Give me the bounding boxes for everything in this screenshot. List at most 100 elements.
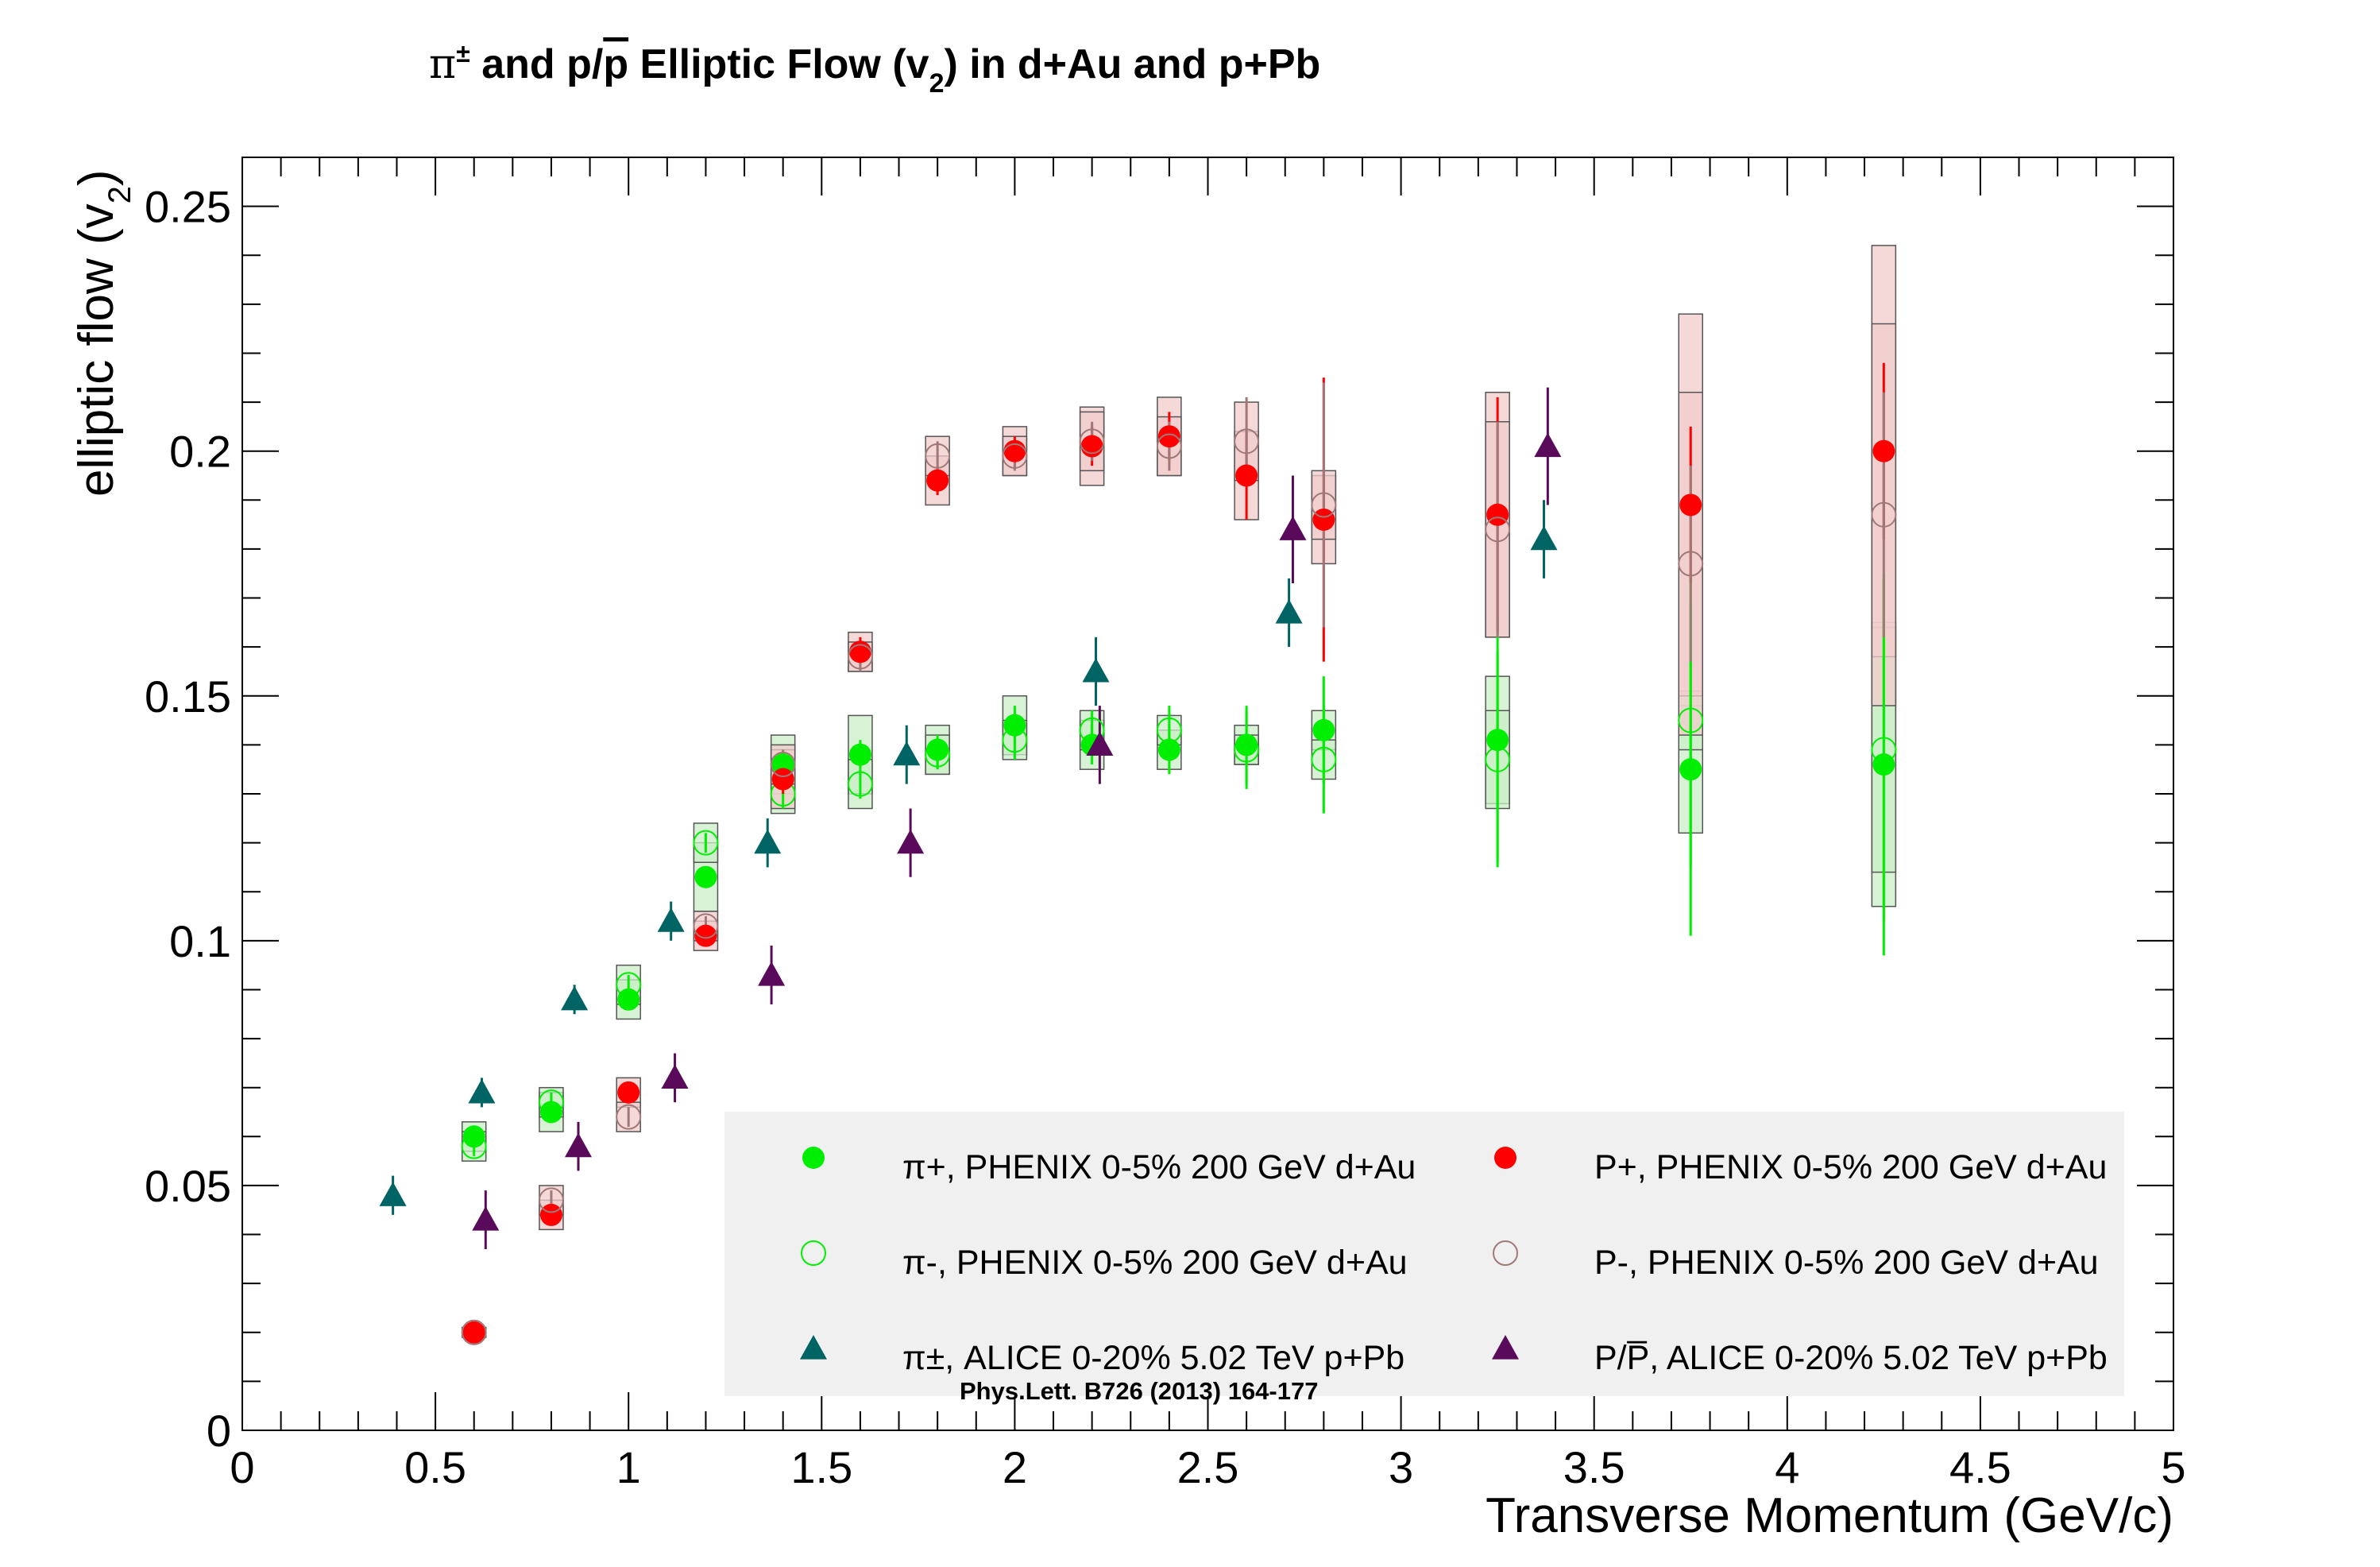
point-s3 xyxy=(539,1203,562,1226)
point-s3 xyxy=(1872,439,1895,462)
x-axis-label: Transverse Momentum (GeV/c) xyxy=(1486,1488,2173,1543)
legend-entry: P/P̅, ALICE 0-20% 5.02 TeV p+Pb xyxy=(1492,1335,2108,1377)
legend-label: P/P̅, ALICE 0-20% 5.02 TeV p+Pb xyxy=(1594,1339,2108,1377)
point-s4 xyxy=(925,443,951,469)
point-s3 xyxy=(462,1321,485,1344)
point-s2 xyxy=(754,829,782,854)
title-part1: and p/ xyxy=(470,41,604,87)
y-tick-label: 0.1 xyxy=(169,916,231,966)
ylabel-close: ) xyxy=(69,169,124,186)
x-tick-label: 2 xyxy=(1003,1442,1027,1492)
point-s1 xyxy=(693,830,719,856)
point-s1 xyxy=(1234,737,1260,763)
point-s5 xyxy=(472,1206,500,1231)
point-s4 xyxy=(1002,443,1028,469)
point-s3 xyxy=(1235,464,1258,487)
point-s4 xyxy=(1079,428,1105,455)
legend-entry: π±, ALICE 0-20% 5.02 TeV p+Pb xyxy=(800,1335,1404,1377)
x-tick-label: 0.5 xyxy=(404,1442,466,1492)
point-s3 xyxy=(694,924,717,947)
x-tick-label: 2.5 xyxy=(1177,1442,1239,1492)
title-part2: Elliptic Flow (v xyxy=(628,41,929,87)
y-tick-label: 0.2 xyxy=(169,427,231,477)
point-s5 xyxy=(661,1064,689,1089)
legend-entry: π+, PHENIX 0-5% 200 GeV d+Au xyxy=(802,1147,1416,1186)
point-s4 xyxy=(847,644,873,670)
legend-marker xyxy=(800,1335,827,1360)
point-s4 xyxy=(1234,428,1260,455)
ylabel-main: elliptic flow (v xyxy=(69,203,124,497)
legend-entry: P-, PHENIX 0-5% 200 GeV d+Au xyxy=(1493,1240,2099,1282)
point-s3 xyxy=(771,768,794,791)
point-s4 xyxy=(1871,501,1897,528)
point-s4 xyxy=(538,1187,564,1213)
legend-box xyxy=(724,1112,2124,1396)
legend-label: π±, ALICE 0-20% 5.02 TeV p+Pb xyxy=(902,1339,1404,1377)
point-s3 xyxy=(1679,493,1702,517)
point-s4 xyxy=(1156,433,1182,459)
point-s3 xyxy=(1486,503,1509,526)
point-s2 xyxy=(657,907,685,932)
point-s1 xyxy=(1002,727,1028,753)
x-tick-label: 5 xyxy=(2161,1442,2185,1492)
point-s2 xyxy=(561,985,589,1011)
legend: π+, PHENIX 0-5% 200 GeV d+Au π-, PHENIX 0… xyxy=(724,1112,2124,1405)
point-s4 xyxy=(1678,551,1704,577)
point-s3 xyxy=(617,1081,640,1104)
point-s5 xyxy=(564,1132,592,1158)
legend-label: P-, PHENIX 0-5% 200 GeV d+Au xyxy=(1594,1244,2099,1282)
point-s1 xyxy=(461,1133,487,1159)
title-sub: 2 xyxy=(929,68,945,99)
y-tick-label: 0.15 xyxy=(145,671,231,722)
legend-entry: P+, PHENIX 0-5% 200 GeV d+Au xyxy=(1494,1147,2107,1186)
legend-marker xyxy=(802,1147,825,1169)
point-s2 xyxy=(379,1182,407,1206)
x-tick-label: 4.5 xyxy=(1949,1442,2011,1492)
point-s1 xyxy=(616,972,642,998)
legend-entry: π-, PHENIX 0-5% 200 GeV d+Au xyxy=(801,1240,1408,1282)
legend-label: π+, PHENIX 0-5% 200 GeV d+Au xyxy=(902,1148,1416,1186)
point-s3 xyxy=(1312,508,1335,531)
x-tick-label: 3 xyxy=(1389,1442,1413,1492)
point-s0 xyxy=(694,865,717,888)
point-s3 xyxy=(1157,425,1180,448)
legend-marker xyxy=(1493,1240,1518,1266)
x-tick-label: 0 xyxy=(230,1442,254,1492)
point-s4 xyxy=(693,913,719,939)
point-s1 xyxy=(1311,746,1337,772)
title-pi: π xyxy=(429,41,456,88)
point-s1 xyxy=(1485,746,1511,772)
legend-marker xyxy=(1492,1335,1519,1360)
legend-label: P+, PHENIX 0-5% 200 GeV d+Au xyxy=(1594,1148,2107,1186)
data-markers xyxy=(379,425,1897,1345)
point-s1 xyxy=(1678,707,1704,733)
point-s5 xyxy=(758,961,786,986)
point-s0 xyxy=(848,743,871,766)
y-axis-label: elliptic flow (v2) xyxy=(69,169,137,497)
tick-labels: 0 0.5 1 1.5 2 2.5 3 3.5 4 4.5 5 0 0.05 0.1 0.15 0.2 0.25 xyxy=(145,182,2186,1492)
point-s5 xyxy=(1086,731,1114,756)
x-tick-label: 1.5 xyxy=(790,1442,852,1492)
point-s2 xyxy=(893,741,921,766)
x-tick-label: 3.5 xyxy=(1563,1442,1625,1492)
point-s0 xyxy=(1486,729,1509,752)
point-s4 xyxy=(461,1319,487,1345)
title-part3: ) in d+Au and p+Pb xyxy=(944,41,1320,87)
point-s2 xyxy=(1530,525,1558,551)
point-s4 xyxy=(1485,517,1511,543)
point-s0 xyxy=(539,1101,562,1124)
point-s4 xyxy=(616,1104,642,1130)
title-pm: ± xyxy=(456,39,470,68)
point-s0 xyxy=(1872,753,1895,776)
point-s1 xyxy=(1079,717,1105,743)
legend-label: π-, PHENIX 0-5% 200 GeV d+Au xyxy=(902,1244,1408,1282)
plot-frame xyxy=(241,157,2174,1431)
point-s5 xyxy=(1279,516,1307,540)
point-s0 xyxy=(462,1125,485,1148)
point-s0 xyxy=(1003,714,1026,737)
point-s4 xyxy=(770,752,796,778)
y-tick-label: 0 xyxy=(207,1406,231,1456)
point-s5 xyxy=(897,829,925,854)
point-s1 xyxy=(847,771,873,797)
